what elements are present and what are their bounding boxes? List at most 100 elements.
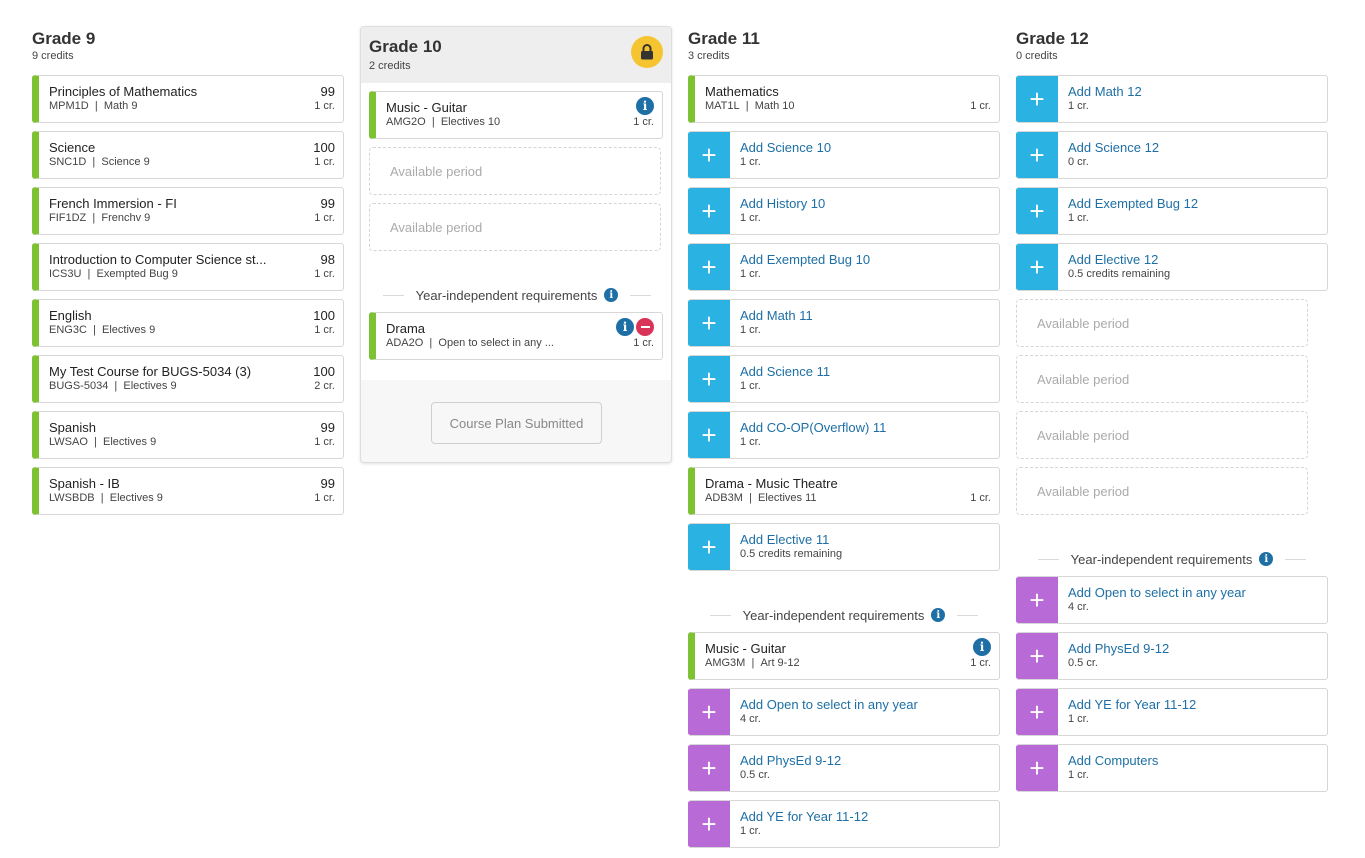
- add-course-label: Add Open to select in any year: [740, 697, 918, 712]
- course-actions: i: [973, 638, 991, 656]
- available-period-slot[interactable]: Available period: [369, 147, 661, 195]
- course-credits: 1 cr.: [314, 436, 335, 448]
- course-name: English: [49, 308, 92, 323]
- course-card[interactable]: Music - Guitar AMG2O | Electives 10 i 1 …: [369, 91, 663, 139]
- course-code: MPM1D: [49, 100, 89, 112]
- plus-icon: +: [1016, 745, 1058, 791]
- plus-icon: +: [1016, 633, 1058, 679]
- plus-icon: +: [688, 412, 730, 458]
- info-icon[interactable]: i: [973, 638, 991, 656]
- year-independent-label: Year-independent requirements: [742, 607, 925, 623]
- plus-icon: +: [1016, 76, 1058, 122]
- add-course-button[interactable]: + Add YE for Year 11-12 1 cr.: [688, 800, 1000, 848]
- add-course-button[interactable]: + Add Science 11 1 cr.: [688, 355, 1000, 403]
- plus-icon: +: [688, 300, 730, 346]
- course-grade: 98: [320, 252, 335, 267]
- course-requirement: Electives 9: [123, 380, 177, 392]
- course-grade: 99: [320, 420, 335, 435]
- add-course-button[interactable]: + Add Open to select in any year 4 cr.: [1016, 576, 1328, 624]
- info-icon[interactable]: i: [1259, 552, 1274, 566]
- course-code: ADB3M: [705, 492, 743, 504]
- add-course-label: Add YE for Year 11-12: [1068, 697, 1197, 712]
- course-meta: ICS3U | Exempted Bug 9: [49, 268, 178, 280]
- info-icon[interactable]: i: [616, 318, 634, 336]
- add-course-sub: 1 cr.: [740, 324, 761, 336]
- course-actions: i: [636, 97, 654, 115]
- add-course-button[interactable]: + Add Science 12 0 cr.: [1016, 131, 1328, 179]
- remove-icon[interactable]: [636, 318, 654, 336]
- add-course-label: Add Elective 11: [740, 532, 830, 547]
- grade-11-credits: 3 credits: [688, 50, 730, 62]
- course-meta: BUGS-5034 | Electives 9: [49, 380, 177, 392]
- add-course-button[interactable]: + Add Open to select in any year 4 cr.: [688, 688, 1000, 736]
- grade-10-panel: Grade 10 2 credits Music - Guitar AMG2O …: [360, 26, 672, 463]
- course-meta: LWSAO | Electives 9: [49, 436, 157, 448]
- course-code: ADA2O: [386, 337, 424, 349]
- plus-icon: +: [688, 188, 730, 234]
- add-course-label: Add PhysEd 9-12: [740, 753, 842, 768]
- available-period-slot[interactable]: Available period: [1016, 355, 1308, 403]
- add-course-button[interactable]: + Add Math 12 1 cr.: [1016, 75, 1328, 123]
- available-period-slot[interactable]: Available period: [1016, 411, 1308, 459]
- course-card[interactable]: English ENG3C | Electives 9 100 1 cr.: [32, 299, 344, 347]
- add-course-label: Add History 10: [740, 196, 826, 211]
- available-period-slot[interactable]: Available period: [1016, 467, 1308, 515]
- add-course-button[interactable]: + Add PhysEd 9-12 0.5 cr.: [1016, 632, 1328, 680]
- add-course-sub: 1 cr.: [740, 212, 761, 224]
- add-course-label: Add Math 12: [1068, 84, 1142, 99]
- add-course-button[interactable]: + Add Exempted Bug 10 1 cr.: [688, 243, 1000, 291]
- remove-icon-bar: [640, 326, 650, 328]
- course-requirement: Electives 9: [109, 492, 163, 504]
- course-card[interactable]: Spanish - IB LWSBDB | Electives 9 99 1 c…: [32, 467, 344, 515]
- add-course-label: Add Science 10: [740, 140, 832, 155]
- course-requirement: Electives 10: [440, 116, 501, 128]
- add-course-button[interactable]: + Add Elective 11 0.5 credits remaining: [688, 523, 1000, 571]
- course-name: Drama - Music Theatre: [705, 476, 838, 491]
- add-course-button[interactable]: + Add History 10 1 cr.: [688, 187, 1000, 235]
- add-course-sub: 0 cr.: [1068, 156, 1089, 168]
- grade-10-body: Music - Guitar AMG2O | Electives 10 i 1 …: [361, 83, 671, 380]
- course-meta: LWSBDB | Electives 9: [49, 492, 163, 504]
- course-card[interactable]: Drama - Music Theatre ADB3M | Electives …: [688, 467, 1000, 515]
- plus-icon: +: [688, 801, 730, 847]
- course-name: Principles of Mathematics: [49, 84, 198, 99]
- course-code: MAT1L: [705, 100, 740, 112]
- info-icon[interactable]: i: [604, 288, 619, 302]
- course-meta: ENG3C | Electives 9: [49, 324, 156, 336]
- course-grade: 100: [313, 364, 335, 379]
- course-credits: 1 cr.: [314, 324, 335, 336]
- course-card[interactable]: Science SNC1D | Science 9 100 1 cr.: [32, 131, 344, 179]
- course-card[interactable]: My Test Course for BUGS-5034 (3) BUGS-50…: [32, 355, 344, 403]
- course-card[interactable]: Spanish LWSAO | Electives 9 99 1 cr.: [32, 411, 344, 459]
- course-code: BUGS-5034: [49, 380, 109, 392]
- add-course-button[interactable]: + Add YE for Year 11-12 1 cr.: [1016, 688, 1328, 736]
- info-icon[interactable]: i: [931, 608, 946, 622]
- year-independent-divider: Year-independent requirements i: [698, 605, 990, 625]
- add-course-button[interactable]: + Add Science 10 1 cr.: [688, 131, 1000, 179]
- info-icon[interactable]: i: [636, 97, 654, 115]
- available-period-slot[interactable]: Available period: [1016, 299, 1308, 347]
- add-course-button[interactable]: + Add CO-OP(Overflow) 11 1 cr.: [688, 411, 1000, 459]
- course-card[interactable]: French Immersion - FI FIF1DZ | Frenchv 9…: [32, 187, 344, 235]
- add-course-button[interactable]: + Add PhysEd 9-12 0.5 cr.: [688, 744, 1000, 792]
- add-course-button[interactable]: + Add Exempted Bug 12 1 cr.: [1016, 187, 1328, 235]
- course-card[interactable]: Drama ADA2O | Open to select in any ... …: [369, 312, 663, 360]
- course-actions: i: [616, 318, 654, 336]
- course-card[interactable]: Mathematics MAT1L | Math 10 1 cr.: [688, 75, 1000, 123]
- course-grade: 100: [313, 140, 335, 155]
- lock-icon[interactable]: [631, 36, 663, 68]
- course-card[interactable]: Principles of Mathematics MPM1D | Math 9…: [32, 75, 344, 123]
- add-course-button[interactable]: + Add Elective 12 0.5 credits remaining: [1016, 243, 1328, 291]
- course-plan-submitted-button[interactable]: Course Plan Submitted: [431, 402, 602, 444]
- add-course-sub: 1 cr.: [740, 380, 761, 392]
- course-card[interactable]: Music - Guitar AMG3M | Art 9-12 i 1 cr.: [688, 632, 1000, 680]
- year-independent-divider: Year-independent requirements i: [1026, 549, 1318, 569]
- available-period-slot[interactable]: Available period: [369, 203, 661, 251]
- course-credits: 1 cr.: [314, 268, 335, 280]
- course-card[interactable]: Introduction to Computer Science st... I…: [32, 243, 344, 291]
- course-credits: 1 cr.: [633, 116, 654, 128]
- add-course-button[interactable]: + Add Math 11 1 cr.: [688, 299, 1000, 347]
- grade-12-column: Grade 12 0 credits + Add Math 12 1 cr. +…: [1016, 0, 1328, 792]
- add-course-label: Add Math 11: [740, 308, 813, 323]
- add-course-button[interactable]: + Add Computers 1 cr.: [1016, 744, 1328, 792]
